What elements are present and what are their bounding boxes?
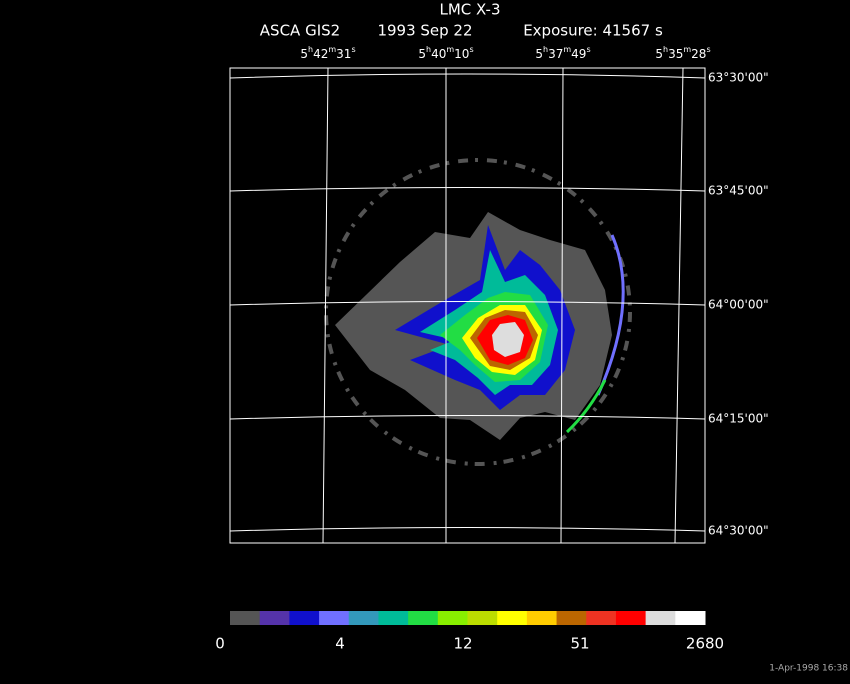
- colorbar-cell: [259, 611, 290, 625]
- colorbar-cell: [378, 611, 409, 625]
- ring: [324, 158, 632, 466]
- ra-label: 5h40m10s: [418, 45, 473, 61]
- edge: [565, 379, 607, 434]
- colorbar-cell: [348, 611, 379, 625]
- colorbar-cell: [289, 611, 320, 625]
- colorbar-cell: [319, 611, 350, 625]
- colorbar-label: 51: [570, 635, 589, 653]
- dec-label: 63°45'00": [708, 184, 769, 198]
- dec-label: 63°30'00": [708, 71, 769, 85]
- timestamp: 1-Apr-1998 16:38: [769, 664, 848, 674]
- core: [492, 322, 524, 357]
- colorbar-label: 2680: [686, 635, 724, 653]
- colorbar-label: 0: [215, 635, 225, 653]
- colorbar-cell: [408, 611, 439, 625]
- colorbar-cell: [556, 611, 587, 625]
- ra-labels: 5h42m31s 5h40m10s 5h37m49s 5h35m28s: [300, 45, 710, 61]
- title: LMC X-3: [439, 1, 500, 19]
- colorbar-cell: [586, 611, 617, 625]
- dec-labels: 63°30'00" 63°45'00" 64°00'00" 64°15'00" 64°3…: [708, 71, 769, 538]
- colorbar-cell: [675, 611, 706, 625]
- dec-label: 64°30'00": [708, 524, 769, 538]
- colorbar-label: 4: [335, 635, 345, 653]
- colorbar-cell: [437, 611, 468, 625]
- date: 1993 Sep 22: [377, 22, 472, 40]
- dec-lines: [229, 73, 706, 532]
- colorbar-cell: [467, 611, 498, 625]
- coordinate-grid: [229, 67, 706, 544]
- dec-label: 64°15'00": [708, 412, 769, 426]
- instrument: ASCA GIS2: [260, 22, 340, 40]
- ra-label: 5h42m31s: [300, 45, 355, 61]
- sky-image: [324, 158, 632, 466]
- dec-label: 64°00'00": [708, 298, 769, 312]
- colorbar-label: 12: [453, 635, 472, 653]
- edge: [596, 234, 625, 396]
- colorbar-cell: [497, 611, 528, 625]
- ra-label: 5h37m49s: [535, 45, 590, 61]
- exposure: Exposure: 41567 s: [523, 22, 663, 40]
- colorbar-cell: [615, 611, 647, 625]
- ra-label: 5h35m28s: [655, 45, 710, 61]
- ra-lines: [322, 67, 684, 544]
- frame: [229, 67, 706, 544]
- colorbar-cell: [230, 611, 261, 625]
- colorbar-cell: [526, 611, 558, 625]
- colorbar-cell: [645, 611, 676, 625]
- colorbar: 0 4 12 51 2680: [215, 611, 724, 653]
